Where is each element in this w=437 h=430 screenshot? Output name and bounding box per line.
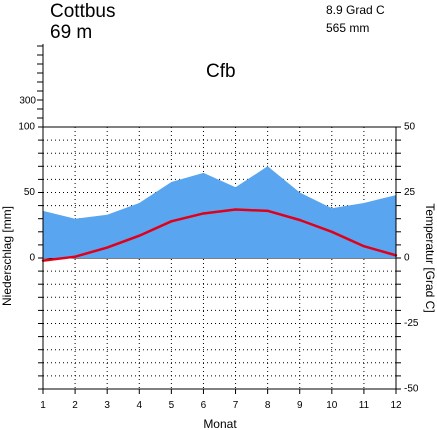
temperature-point: [298, 218, 301, 222]
right-tick-label: -50: [404, 384, 419, 395]
mean-temperature: 8.9 Grad C: [326, 3, 385, 17]
station-name: Cottbus: [50, 1, 115, 22]
right-tick-label: 0: [404, 253, 410, 264]
temperature-point: [73, 255, 77, 258]
annual-precipitation: 565 mm: [326, 21, 369, 35]
temperature-point: [266, 209, 269, 213]
x-tick-label: 5: [169, 400, 175, 411]
x-tick-label: 7: [233, 400, 239, 411]
temperature-point: [330, 230, 334, 233]
x-tick-label: 12: [390, 400, 402, 411]
x-axis-title: Monat: [203, 417, 237, 430]
x-tick-label: 9: [297, 400, 303, 411]
station-elevation: 69 m: [50, 22, 92, 43]
tick-label-300: 300: [19, 96, 36, 107]
temperature-point: [362, 245, 366, 248]
x-tick-label: 11: [359, 400, 370, 411]
x-tick-label: 6: [201, 400, 207, 411]
right-axis-title: Temperatur [Grad C]: [423, 203, 437, 312]
temperature-series: [41, 208, 398, 262]
temperature-point: [138, 234, 141, 237]
right-tick-label: 25: [404, 187, 416, 198]
temperature-point: [105, 246, 109, 249]
x-tick-label: 3: [104, 400, 110, 411]
right-tick-label: 50: [404, 122, 416, 133]
upper-precipitation-axis: 300: [19, 45, 43, 119]
right-tick-label: -25: [404, 318, 419, 329]
temperature-line: [42, 208, 397, 262]
right-tick-labels: 50 25 0 -25 -50: [404, 122, 419, 395]
temperature-point: [202, 212, 205, 215]
left-axis-title: Niederschlag [mm]: [0, 206, 14, 306]
x-tick-label: 1: [40, 400, 46, 411]
left-tick-labels: 50 100 0: [18, 122, 35, 264]
x-tick-labels: 1 2 3 4 5 6 7 8 9 10 11 12: [40, 400, 402, 411]
x-tick-label: 2: [72, 400, 78, 411]
temperature-point: [234, 208, 237, 211]
climate-class: Cfb: [206, 61, 236, 82]
x-tick-label: 8: [265, 400, 271, 411]
left-tick-label: 50: [24, 187, 36, 198]
left-tick-label: 100: [18, 122, 35, 133]
temperature-point: [170, 220, 173, 223]
x-tick-label: 4: [136, 400, 142, 411]
x-tick-label: 10: [326, 400, 338, 411]
left-tick-label: 0: [29, 253, 35, 264]
axis-ticks: [38, 126, 401, 394]
